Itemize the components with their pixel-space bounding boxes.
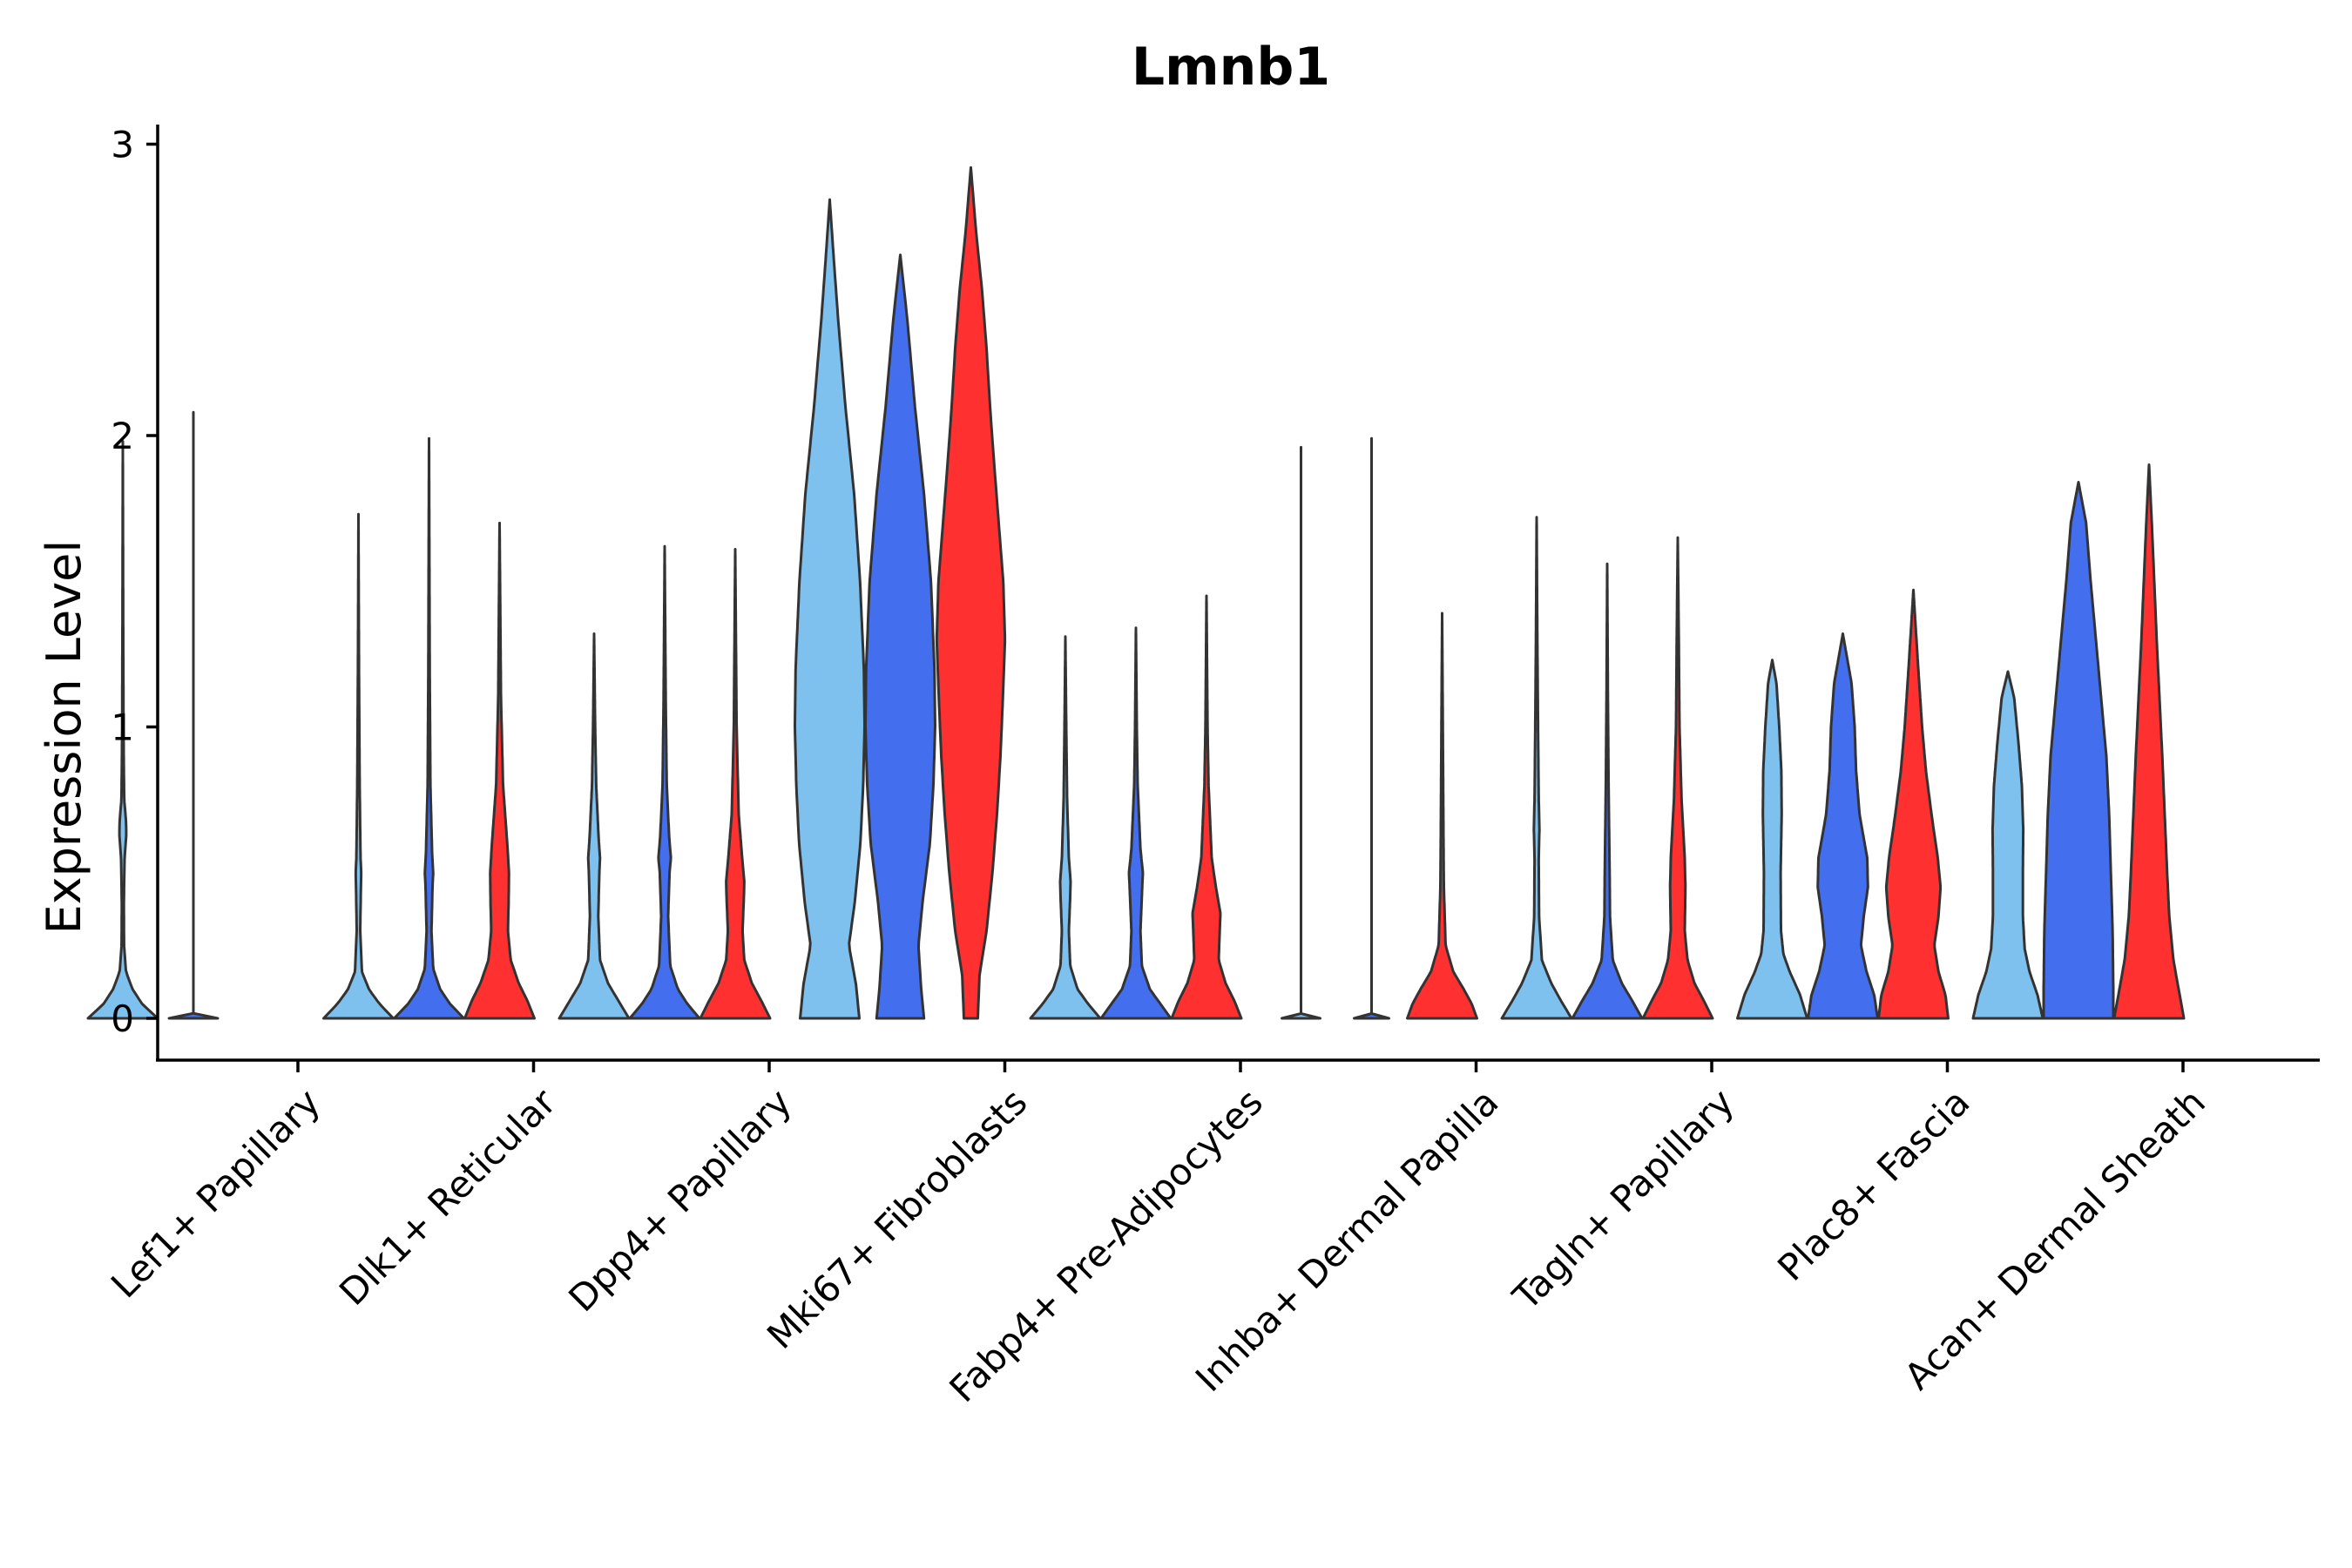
violin-6-group-2 (1353, 436, 1390, 1020)
violin-4-group-2 (864, 253, 936, 1020)
violin-6-group-3 (1406, 612, 1478, 1020)
violin-4-group-1 (794, 198, 866, 1020)
y-tick-label-3: 3 (111, 124, 134, 166)
violin-2-group-1 (322, 512, 395, 1020)
violin-7-group-2 (1571, 562, 1644, 1020)
violin-5-group-1 (1029, 635, 1102, 1020)
violin-3-group-3 (699, 548, 772, 1020)
violin-6-group-1 (1281, 445, 1321, 1020)
violin-9-group-1 (1971, 670, 2044, 1020)
violin-7-group-1 (1500, 516, 1573, 1020)
y-tick-label-1: 1 (111, 706, 134, 749)
violin-layer (86, 166, 2186, 1020)
violin-5-group-3 (1170, 594, 1243, 1020)
violin-2-group-2 (393, 436, 465, 1020)
violin-3-group-1 (558, 632, 631, 1020)
y-tick-label-0: 0 (111, 997, 134, 1040)
violin-8-group-1 (1736, 659, 1808, 1020)
violin-9-group-2 (2042, 481, 2115, 1020)
violin-1-group-1 (86, 440, 159, 1020)
violin-8-group-2 (1807, 632, 1879, 1020)
violin-7-group-3 (1641, 536, 1714, 1020)
violin-4-group-3 (935, 166, 1007, 1020)
violin-3-group-2 (628, 544, 701, 1020)
y-axis-ticks: 0 1 2 3 (111, 124, 158, 1040)
violin-1-group-2 (167, 410, 220, 1020)
violin-2-group-3 (463, 521, 536, 1020)
violin-9-group-3 (2112, 463, 2186, 1020)
chart-title: Lmnb1 (1132, 37, 1330, 98)
y-axis-label: Expression Level (37, 540, 91, 935)
violin-8-group-3 (1877, 588, 1950, 1020)
y-tick-label-2: 2 (111, 415, 134, 457)
violin-5-group-2 (1099, 626, 1173, 1020)
